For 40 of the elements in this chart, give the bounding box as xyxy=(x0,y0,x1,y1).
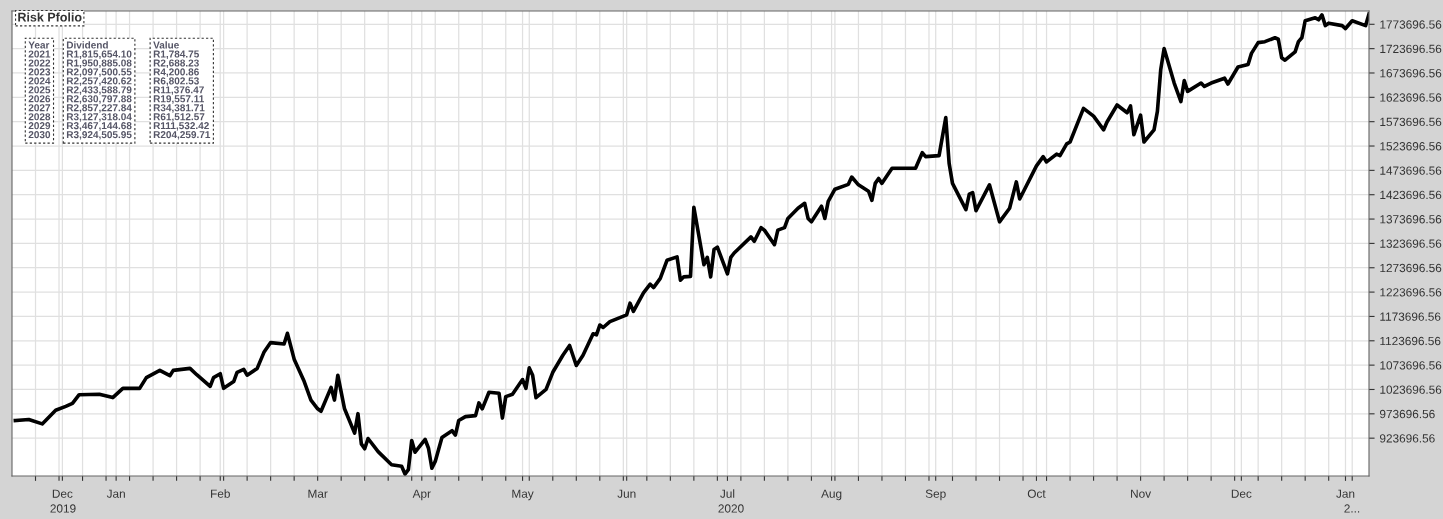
x-tick-label: Feb xyxy=(211,489,230,498)
text: 2019 xyxy=(50,504,76,513)
text: 2... xyxy=(1344,504,1360,513)
x-tick-label: Jan xyxy=(106,489,125,498)
x-tick-label: May xyxy=(512,489,534,501)
text: Value R1,784.75 R2,688.23 R4,200.86 R6,802.53 R11,376.47 R19,557.11 R34,381.71 R61,512.57 R111,532.42 R204,259.71 xyxy=(153,41,211,140)
chart-title: Risk Pfolio xyxy=(18,12,82,22)
x-tick-label: Oct xyxy=(1027,489,1046,498)
y-tick-label: 1673696.56 xyxy=(1380,69,1442,78)
x-tick-label: Mar xyxy=(308,489,328,498)
y-tick-label: 1473696.56 xyxy=(1380,166,1442,175)
x-tick-label: Nov xyxy=(1131,489,1152,498)
y-tick-label: 1073696.56 xyxy=(1380,361,1442,370)
y-tick-label: 1323696.56 xyxy=(1380,239,1442,248)
y-tick-label: 1123696.56 xyxy=(1380,336,1441,346)
y-tick-label: 1373696.56 xyxy=(1380,215,1442,224)
x-tick-label: Sep xyxy=(925,489,946,501)
text: Year 2021 2022 2023 2024 2025 2026 2027 2028 2029 2030 xyxy=(28,41,51,139)
y-tick-label: 973696.56 xyxy=(1379,409,1435,419)
y-tick-label: 1023696.56 xyxy=(1380,385,1442,394)
y-tick-label: 1273696.56 xyxy=(1380,263,1442,273)
x-tick-label: Dec xyxy=(1231,489,1252,498)
x-tick-label: Jan xyxy=(1336,489,1355,498)
y-tick-label: 923696.56 xyxy=(1379,434,1435,443)
y-tick-label: 1623696.56 xyxy=(1380,93,1442,102)
y-tick-label: 1423696.56 xyxy=(1380,190,1442,200)
y-tick-label: 1723696.56 xyxy=(1380,44,1442,54)
y-tick-label: 1573696.56 xyxy=(1380,117,1442,127)
x-tick-label: Jul xyxy=(720,489,735,498)
x-tick-label: Jun xyxy=(617,489,636,498)
x-tick-label: Dec xyxy=(52,489,73,498)
x-tick-label: Aug xyxy=(821,489,842,501)
y-tick-label: 1173696.56 xyxy=(1380,312,1441,321)
y-tick-label: 1223696.56 xyxy=(1380,288,1442,297)
y-tick-label: 1773696.56 xyxy=(1380,20,1442,29)
y-tick-label: 1523696.56 xyxy=(1380,142,1442,151)
line-series xyxy=(13,12,1369,476)
text: 2020 xyxy=(718,504,744,513)
x-tick-label: Apr xyxy=(412,489,431,501)
text: Dividend R1,815,654.10 R1,950,885.08 R2,097,500.55 R2,257,420.62 R2,433,588.79 R2,630,797.88 R2,857,227.84 R3,127,318.04 R3,467,144.68 R3,924,505.95 xyxy=(66,41,132,140)
